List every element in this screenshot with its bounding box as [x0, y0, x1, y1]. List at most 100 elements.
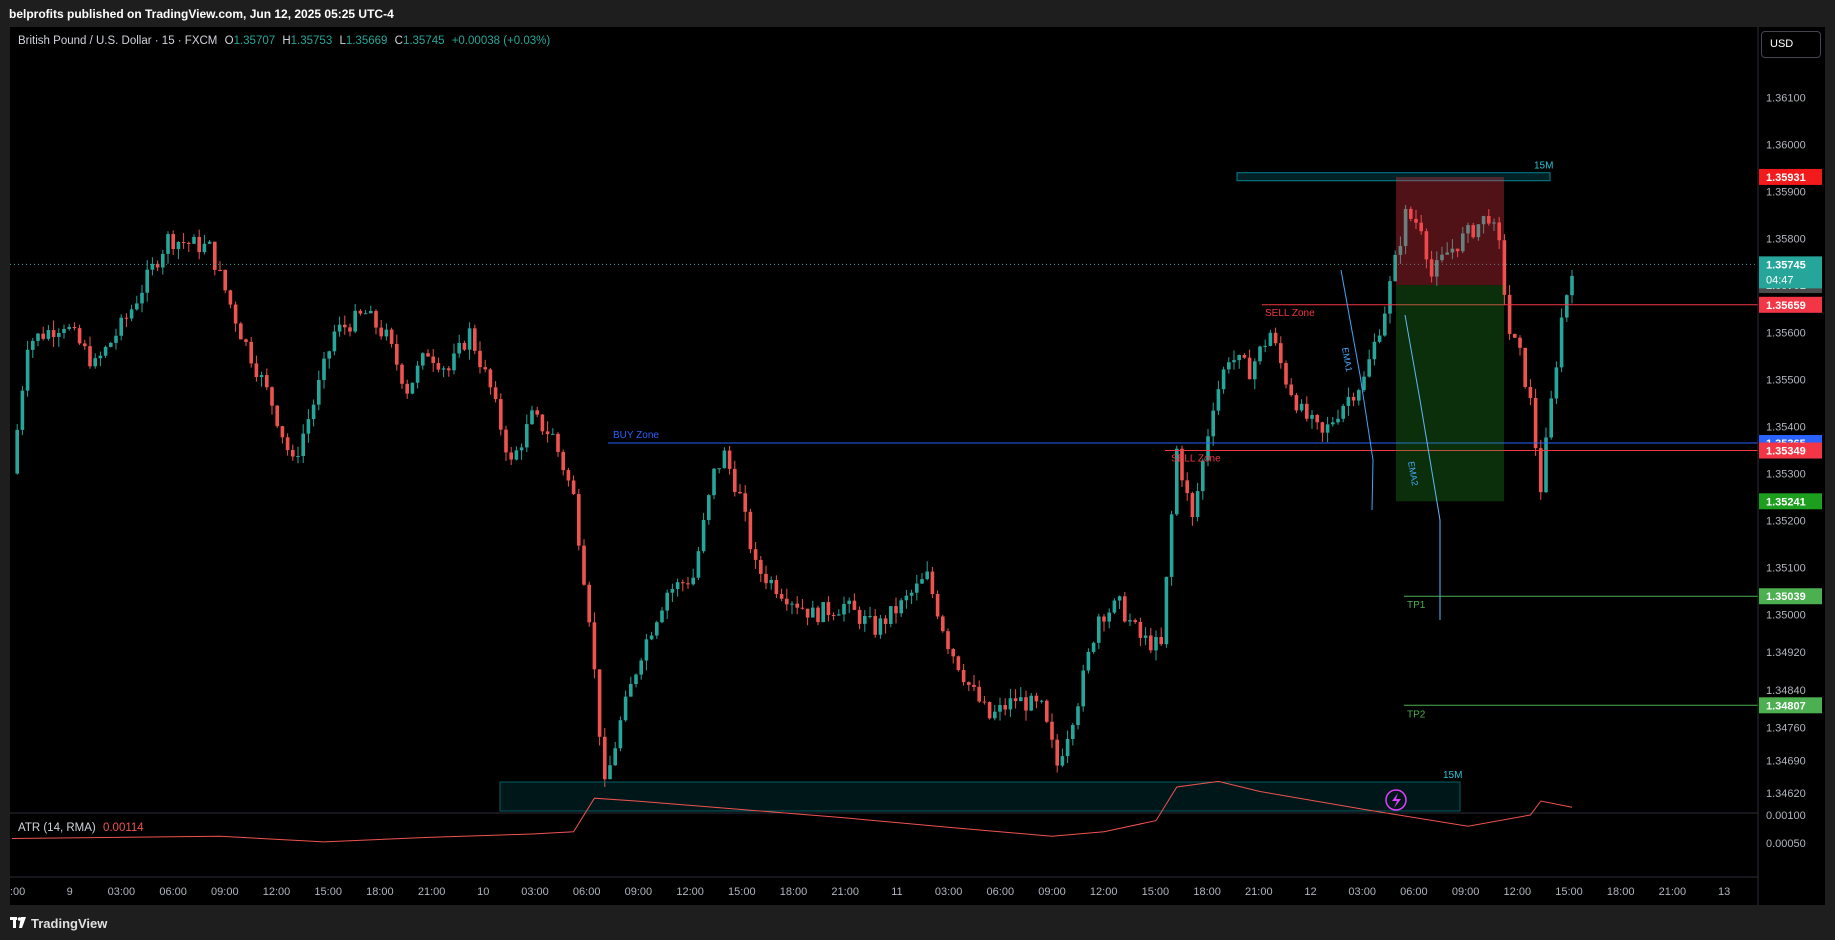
candle-body — [1268, 332, 1273, 346]
candle-body — [717, 468, 721, 470]
currency-button[interactable]: USD — [1761, 31, 1821, 58]
candle-body — [1383, 313, 1387, 336]
candle-body — [20, 390, 25, 430]
candle-body — [1315, 415, 1319, 423]
candle-body — [296, 456, 300, 458]
candle-body — [317, 380, 321, 405]
candle-body — [1455, 248, 1460, 252]
time-tick: 21:00 — [1659, 886, 1687, 898]
ema1-line — [1340, 269, 1374, 511]
candle-body — [1195, 491, 1200, 517]
candle-body — [691, 577, 695, 585]
candle-body — [301, 433, 305, 457]
candle-body — [1513, 333, 1517, 338]
candle-body — [426, 353, 430, 357]
price-tick: 1.34760 — [1766, 722, 1806, 734]
candle-body — [993, 711, 997, 719]
candle-body — [1081, 670, 1085, 707]
candle-body — [753, 549, 758, 560]
candle-body — [1227, 362, 1231, 370]
candle-body — [119, 317, 123, 336]
time-axis[interactable]: :00 9 03:00 06:00 09:00 12:00 15:00 18:00 21:00 1… — [10, 876, 1758, 898]
candle-body — [1320, 422, 1325, 433]
candle-body — [660, 610, 664, 623]
price-tick: 1.34620 — [1766, 788, 1806, 800]
time-tick: 13 — [1718, 886, 1730, 898]
candle-body — [171, 234, 175, 249]
candle-body — [1481, 216, 1486, 225]
candle-body — [1039, 700, 1044, 702]
time-tick: 9 — [67, 886, 73, 898]
candle-body — [145, 269, 149, 293]
price-tick: 1.34690 — [1766, 755, 1806, 767]
candle-body — [1123, 596, 1127, 622]
atr-tick: 0.00050 — [1766, 838, 1806, 850]
chart-frame[interactable] — [10, 27, 1825, 905]
candle-body — [1029, 695, 1033, 711]
candle-body — [57, 332, 61, 337]
candle-body — [1492, 222, 1496, 224]
candle-body — [1237, 354, 1241, 361]
candle-body — [228, 290, 233, 305]
symbol-name: British Pound / U.S. Dollar · 15 · FXCM — [18, 35, 218, 47]
price-axis[interactable]: 1.36100 1.36000 1.35900 1.35800 1.35600 1.355… — [1757, 27, 1825, 905]
candle-body — [1279, 343, 1283, 364]
candle-body — [686, 583, 690, 585]
candle-body — [62, 328, 66, 333]
candle-body — [93, 358, 97, 367]
candle-body — [1424, 231, 1429, 260]
candle-body — [759, 559, 763, 574]
candle-body — [1544, 437, 1548, 493]
time-tick: 15:00 — [314, 886, 342, 898]
candle-body — [109, 342, 113, 347]
atr-legend[interactable]: ATR (14, RMA) 0.00114 — [18, 822, 144, 834]
time-tick: 12:00 — [263, 886, 291, 898]
price-tag — [1759, 697, 1822, 714]
time-tick: 12 — [1304, 886, 1316, 898]
candle-body — [805, 608, 810, 618]
candle-body — [613, 748, 617, 766]
candle-body — [847, 600, 851, 604]
candle-body — [1450, 248, 1455, 253]
tradingview-logo[interactable]: TradingView — [10, 916, 107, 931]
candle-body — [1507, 294, 1512, 334]
close-label: C — [394, 35, 403, 47]
candle-body — [863, 615, 867, 624]
price-tick: 1.35300 — [1766, 469, 1806, 481]
candle-body — [254, 363, 259, 378]
candle-body — [1331, 422, 1335, 425]
time-tick: 15:00 — [1555, 886, 1583, 898]
candle-body — [571, 480, 576, 495]
time-tick: 15:00 — [728, 886, 756, 898]
candle-body — [389, 329, 394, 344]
time-tick: 12:00 — [676, 886, 704, 898]
candle-body — [1247, 357, 1252, 380]
candle-body — [857, 609, 862, 624]
candle-body — [83, 343, 87, 347]
candle-body — [675, 582, 680, 590]
position-stop-zone — [1396, 176, 1504, 286]
time-tick: 21:00 — [831, 886, 859, 898]
candle-body — [46, 330, 51, 339]
change-value: +0.00038 (+0.03%) — [451, 35, 551, 47]
close-value: 1.35745 — [402, 35, 445, 47]
candle-body — [727, 450, 732, 469]
candle-body — [249, 341, 253, 364]
candle-body — [1143, 635, 1148, 638]
candle-body — [545, 431, 550, 435]
candle-body — [51, 330, 56, 337]
candle-body — [748, 511, 753, 550]
candle-body — [935, 594, 940, 617]
fvg-box-lower — [499, 781, 1461, 812]
candle-body — [1091, 642, 1096, 652]
candle-body — [577, 494, 581, 546]
candle-body — [1429, 259, 1434, 277]
candle-body — [733, 468, 737, 493]
candle-body — [77, 328, 82, 344]
atr-label: ATR (14, RMA) — [18, 822, 96, 834]
candle-body — [1117, 596, 1122, 601]
candle-body — [285, 437, 290, 451]
symbol-legend[interactable]: British Pound / U.S. Dollar · 15 · FXCM … — [18, 35, 550, 47]
candle-body — [582, 545, 586, 585]
